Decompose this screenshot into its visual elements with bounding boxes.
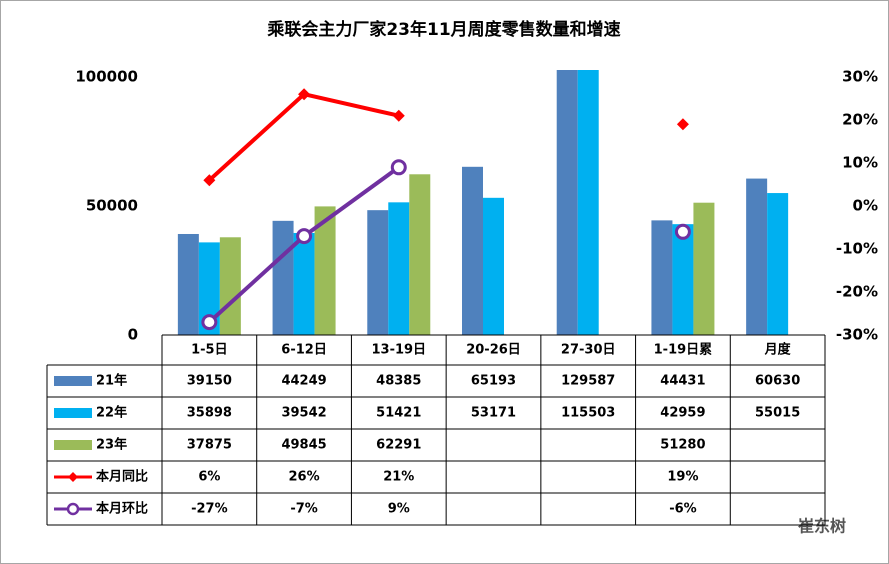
legend-label: 22年 xyxy=(96,405,127,421)
watermark: 崔东树 xyxy=(798,517,846,536)
x-tick-label: 1-5日 xyxy=(191,343,228,358)
chart-title: 乘联会主力厂家23年11月周度零售数量和增速 xyxy=(266,19,620,40)
table-value: -7% xyxy=(290,502,317,517)
bar xyxy=(272,220,294,335)
x-tick-label: 1-19日累 xyxy=(654,342,713,358)
legend-label: 本月同比 xyxy=(96,469,148,485)
table-value: 49845 xyxy=(281,438,326,453)
table-value: 42959 xyxy=(660,406,705,421)
table-value: -6% xyxy=(669,502,696,517)
y2-tick-label: -20% xyxy=(836,283,878,301)
table-value: 44431 xyxy=(660,374,705,389)
table-value: 19% xyxy=(667,470,698,485)
y2-tick-label: -10% xyxy=(836,240,878,258)
table-value: 65193 xyxy=(471,374,516,389)
table-value: 51421 xyxy=(376,406,421,421)
marker xyxy=(296,228,313,245)
table-value: 35898 xyxy=(187,406,232,421)
bar xyxy=(693,202,715,335)
table-value: 9% xyxy=(388,502,410,517)
x-tick-label: 27-30日 xyxy=(561,343,616,358)
table-value: 26% xyxy=(289,470,320,485)
legend-swatch xyxy=(54,408,92,418)
bar xyxy=(483,197,504,335)
marker xyxy=(203,174,216,187)
marker xyxy=(201,314,218,331)
bar xyxy=(198,242,220,335)
table-value: 62291 xyxy=(376,438,421,453)
y-tick-label: 100000 xyxy=(75,68,138,86)
table-value: 51280 xyxy=(660,438,705,453)
marker xyxy=(390,159,407,176)
marker xyxy=(392,109,405,122)
x-tick-label: 20-26日 xyxy=(466,343,521,358)
bar xyxy=(767,193,789,335)
bar xyxy=(746,178,768,335)
x-tick-label: 13-19日 xyxy=(371,343,426,358)
table-value: 37875 xyxy=(187,438,232,453)
bar xyxy=(672,224,694,335)
table-value: 48385 xyxy=(376,374,421,389)
bar xyxy=(177,233,199,335)
table-value: 129587 xyxy=(561,374,615,389)
plot-area xyxy=(177,70,789,336)
bar xyxy=(314,206,336,335)
x-tick-label: 6-12日 xyxy=(281,343,327,358)
y-tick-label: 50000 xyxy=(86,197,138,215)
y2-tick-label: -30% xyxy=(836,326,878,344)
legend-label: 23年 xyxy=(96,437,127,453)
table-value: 39150 xyxy=(187,374,232,389)
bar xyxy=(577,70,599,335)
bar xyxy=(293,232,315,335)
table-value: 6% xyxy=(198,470,220,485)
y2-tick-label: 30% xyxy=(842,68,878,86)
y2-tick-label: 0% xyxy=(853,197,878,215)
bar xyxy=(556,70,578,336)
bar xyxy=(651,220,673,335)
legend-swatch xyxy=(54,376,92,386)
bar xyxy=(409,174,431,335)
table-value: -27% xyxy=(191,502,228,517)
y2-tick-label: 20% xyxy=(842,111,878,129)
marker xyxy=(674,223,691,240)
bar xyxy=(462,166,483,335)
marker xyxy=(298,88,311,101)
bar xyxy=(219,237,241,335)
x-tick-label: 月度 xyxy=(764,342,792,358)
legend-label: 21年 xyxy=(96,373,127,389)
y-tick-label: 0 xyxy=(128,326,138,344)
y2-tick-label: 10% xyxy=(842,154,878,172)
table-value: 55015 xyxy=(755,406,800,421)
table-value: 115503 xyxy=(561,406,615,421)
table-value: 53171 xyxy=(471,406,516,421)
legend-marker xyxy=(68,472,78,482)
legend-marker xyxy=(66,502,80,516)
legend-swatch xyxy=(54,440,92,450)
bar xyxy=(367,210,389,335)
table-value: 39542 xyxy=(281,406,326,421)
bar xyxy=(388,202,410,335)
table-value: 21% xyxy=(383,470,414,485)
legend-label: 本月环比 xyxy=(96,501,148,517)
marker xyxy=(676,118,689,131)
table-value: 44249 xyxy=(281,374,326,389)
table-value: 60630 xyxy=(755,374,800,389)
